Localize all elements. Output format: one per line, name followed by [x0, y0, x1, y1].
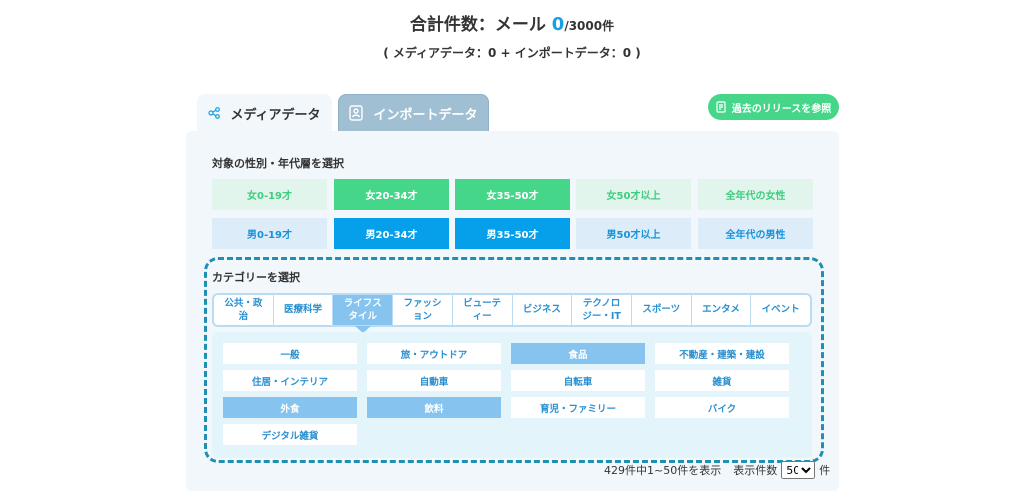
male-age-button[interactable]: 男0-19才 — [212, 218, 327, 249]
male-age-button[interactable]: 男20-34才 — [334, 218, 449, 249]
female-age-button[interactable]: 女20-34才 — [334, 179, 449, 210]
document-icon — [716, 101, 726, 113]
button-label: 過去のリリースを参照 — [731, 103, 832, 115]
per-page-label: 表示件数 — [733, 464, 778, 477]
subcategory-list: 一般 旅・アウトドア 食品 不動産・建築・建設住居・インテリア 自動車 自転車 雑貨外食 飲料… — [212, 332, 812, 458]
male-age-button[interactable]: 男35-50才 — [455, 218, 570, 249]
mail-total: /3000件 — [564, 19, 615, 33]
count-breakdown: ( メディアデータ：0 + インポートデータ：0 ) — [383, 46, 641, 60]
subcategory-item[interactable]: 不動産・建築・建設 — [655, 343, 789, 364]
subcategory-item[interactable]: 飲料 — [367, 397, 501, 418]
subcategory-item[interactable]: 住居・インテリア — [223, 370, 357, 391]
subcategory-item[interactable]: 外食 — [223, 397, 357, 418]
tab-media-data[interactable]: メディアデータ — [197, 94, 332, 132]
subcategory-item[interactable]: デジタル雑貨 — [223, 424, 357, 445]
category-tab[interactable]: 医療科学 — [274, 295, 334, 325]
subcategory-item[interactable]: 自転車 — [511, 370, 645, 391]
title-text: 合計件数：メール — [409, 15, 552, 35]
subcategory-item[interactable]: 食品 — [511, 343, 645, 364]
subcategory-item[interactable]: バイク — [655, 397, 789, 418]
subcategory-item[interactable]: 一般 — [223, 343, 357, 364]
category-tab[interactable]: イベント — [761, 304, 800, 316]
result-range: 429件中1~50件を表示 — [604, 464, 722, 477]
category-tab[interactable]: エンタメ — [692, 295, 752, 325]
subcategory-item[interactable]: 旅・アウトドア — [367, 343, 501, 364]
total-count-title: 合計件数：メール 0/3000件 — [0, 10, 1024, 35]
active-tab-pointer — [355, 326, 371, 333]
male-age-button[interactable]: 男50才以上 — [576, 218, 691, 249]
category-tab[interactable]: テクノロジー・IT — [572, 295, 632, 325]
tab-import-data[interactable]: インポートデータ — [338, 94, 489, 132]
tab-label: メディアデータ — [230, 107, 321, 123]
category-tab[interactable]: ビジネス — [513, 295, 573, 325]
female-age-button[interactable]: 全年代の女性 — [698, 179, 813, 210]
category-tabs: 公共・政治 医療科学 ライフスタイル ファッション ビューティー ビジネス テクノロジー・I… — [212, 293, 812, 327]
category-tab[interactable]: 公共・政治 — [214, 295, 274, 325]
category-section — [204, 257, 824, 463]
subcategory-item[interactable]: 雑貨 — [655, 370, 789, 391]
per-page-unit: 件 — [819, 464, 831, 477]
per-page-select[interactable]: 50 — [781, 461, 816, 479]
subcategory-item[interactable]: 自動車 — [367, 370, 501, 391]
share-icon — [208, 107, 221, 119]
female-age-button[interactable]: 女50才以上 — [576, 179, 691, 210]
pagination-footer: 429件中1~50件を表示 表示件数 50 件 — [604, 461, 830, 479]
category-label: カテゴリーを選択 — [212, 271, 300, 284]
subcategory-item[interactable]: 育児・ファミリー — [511, 397, 645, 418]
male-age-button[interactable]: 全年代の男性 — [698, 218, 813, 249]
female-age-button[interactable]: 女35-50才 — [455, 179, 570, 210]
view-past-releases-button[interactable]: 過去のリリースを参照 — [708, 94, 839, 120]
category-tab[interactable]: ビューティー — [453, 295, 513, 325]
category-tab[interactable]: スポーツ — [632, 295, 692, 325]
female-age-button[interactable]: 女0-19才 — [212, 179, 327, 210]
person-card-icon — [349, 105, 364, 121]
category-tab[interactable]: ライフスタイル — [333, 295, 394, 325]
gender-age-label: 対象の性別・年代層を選択 — [212, 157, 344, 170]
tab-label: インポートデータ — [373, 107, 478, 123]
category-tab[interactable]: ファッション — [393, 295, 453, 325]
mail-count: 0 — [551, 14, 565, 35]
